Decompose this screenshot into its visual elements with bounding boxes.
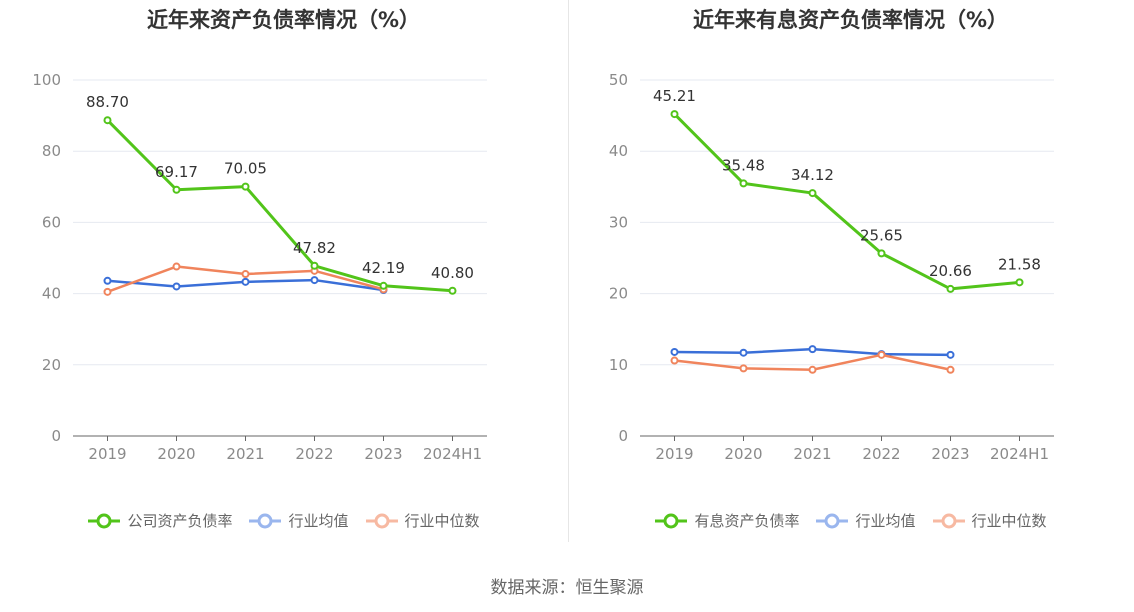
x-tick-label: 2021 bbox=[793, 445, 831, 463]
data-point bbox=[808, 345, 817, 354]
data-label: 21.58 bbox=[998, 255, 1041, 273]
chart-legend: 有息资产负债率 行业均值 行业中位数 bbox=[567, 510, 1134, 531]
chart-title: 近年来有息资产负债率情况（%） bbox=[692, 8, 1009, 32]
data-point bbox=[808, 189, 817, 198]
data-point bbox=[310, 261, 319, 270]
data-point bbox=[946, 350, 955, 359]
data-point bbox=[739, 179, 748, 188]
legend-label: 行业中位数 bbox=[404, 512, 480, 530]
data-point bbox=[103, 276, 112, 285]
x-tick-label: 2020 bbox=[724, 445, 762, 463]
legend-label: 公司资产负债率 bbox=[127, 512, 233, 530]
data-point bbox=[946, 284, 955, 293]
x-tick-label: 2021 bbox=[226, 445, 264, 463]
data-label: 45.21 bbox=[653, 87, 696, 105]
legend-item-company[interactable]: 有息资产负债率 bbox=[654, 510, 799, 531]
legend-item-company[interactable]: 公司资产负债率 bbox=[87, 510, 232, 531]
x-tick-label: 2023 bbox=[931, 445, 969, 463]
legend-label: 行业均值 bbox=[288, 512, 349, 530]
data-label: 35.48 bbox=[722, 156, 765, 174]
data-label: 40.80 bbox=[431, 264, 474, 282]
data-label: 34.12 bbox=[791, 166, 834, 184]
data-label: 20.66 bbox=[929, 262, 972, 280]
y-tick-label: 10 bbox=[609, 356, 628, 374]
data-point bbox=[877, 249, 886, 258]
legend-line-circle-icon bbox=[932, 513, 965, 528]
data-point bbox=[739, 348, 748, 357]
legend-line-circle-icon bbox=[816, 513, 849, 528]
data-label: 42.19 bbox=[362, 259, 405, 277]
y-tick-label: 100 bbox=[32, 71, 61, 89]
data-point bbox=[241, 270, 250, 279]
data-label: 88.70 bbox=[86, 93, 129, 111]
y-tick-label: 0 bbox=[618, 427, 628, 445]
data-point bbox=[670, 347, 679, 356]
chart-panel-debt-ratio: 近年来资产负债率情况（%） 0 20 40 60 80 100 2019 2020 2021 20… bbox=[0, 0, 567, 560]
x-tick-label: 2024H1 bbox=[990, 445, 1049, 463]
x-tick-label: 2023 bbox=[364, 445, 402, 463]
legend-item-median[interactable]: 行业中位数 bbox=[365, 510, 480, 531]
y-tick-label: 50 bbox=[609, 71, 628, 89]
chart-title: 近年来资产负债率情况（%） bbox=[146, 8, 421, 32]
debt-ratio-line-chart: 0 20 40 60 80 100 2019 2020 2021 2022 2023 2024H1 88… bbox=[32, 71, 487, 463]
data-point bbox=[877, 350, 886, 359]
y-tick-label: 20 bbox=[609, 285, 628, 303]
x-tick-label: 2022 bbox=[295, 445, 333, 463]
data-point bbox=[241, 277, 250, 286]
data-point bbox=[739, 364, 748, 373]
y-tick-label: 40 bbox=[609, 142, 628, 160]
x-tick-label: 2022 bbox=[862, 445, 900, 463]
data-label: 47.82 bbox=[293, 239, 336, 257]
data-source-note: 数据来源：恒生聚源 bbox=[490, 578, 644, 598]
legend-label: 有息资产负债率 bbox=[694, 512, 800, 530]
data-label: 25.65 bbox=[860, 226, 903, 244]
data-point bbox=[379, 281, 388, 290]
interest-debt-ratio-line-chart: 0 10 20 30 40 50 2019 2020 2021 2022 2023 2024H1 45.… bbox=[609, 71, 1054, 463]
data-point bbox=[172, 185, 181, 194]
chart-panel-interest-debt-ratio: 近年来有息资产负债率情况（%） 0 10 20 30 40 50 2019 2020 2021 2… bbox=[567, 0, 1134, 560]
legend-item-median[interactable]: 行业中位数 bbox=[932, 510, 1047, 531]
legend-line-circle-icon bbox=[365, 513, 398, 528]
x-tick-label: 2019 bbox=[655, 445, 693, 463]
company-line bbox=[106, 119, 453, 293]
data-point bbox=[241, 182, 250, 191]
data-point bbox=[670, 356, 679, 365]
data-point bbox=[310, 276, 319, 285]
x-tick-label: 2024H1 bbox=[423, 445, 482, 463]
data-point bbox=[808, 365, 817, 374]
legend-item-mean[interactable]: 行业均值 bbox=[248, 510, 349, 531]
data-label: 69.17 bbox=[155, 163, 198, 181]
company-line bbox=[673, 113, 1020, 291]
data-point bbox=[172, 282, 181, 291]
legend-line-circle-icon bbox=[655, 513, 688, 528]
legend-line-circle-icon bbox=[249, 513, 282, 528]
data-point bbox=[103, 287, 112, 296]
legend-line-circle-icon bbox=[88, 513, 121, 528]
legend-item-mean[interactable]: 行业均值 bbox=[815, 510, 916, 531]
y-tick-label: 0 bbox=[51, 427, 61, 445]
y-tick-label: 40 bbox=[42, 285, 61, 303]
y-tick-label: 60 bbox=[42, 213, 61, 231]
data-point bbox=[103, 116, 112, 125]
chart-legend: 公司资产负债率 行业均值 行业中位数 bbox=[0, 510, 567, 531]
data-point bbox=[670, 110, 679, 119]
y-tick-label: 30 bbox=[609, 213, 628, 231]
y-tick-label: 80 bbox=[42, 142, 61, 160]
legend-label: 行业中位数 bbox=[971, 512, 1047, 530]
x-tick-label: 2019 bbox=[88, 445, 126, 463]
y-tick-label: 20 bbox=[42, 356, 61, 374]
x-tick-label: 2020 bbox=[157, 445, 195, 463]
data-point bbox=[946, 365, 955, 374]
data-point bbox=[172, 262, 181, 271]
data-point bbox=[448, 286, 457, 295]
data-point bbox=[1015, 278, 1024, 287]
panel-divider bbox=[568, 0, 569, 542]
legend-label: 行业均值 bbox=[855, 512, 916, 530]
data-label: 70.05 bbox=[224, 160, 267, 178]
